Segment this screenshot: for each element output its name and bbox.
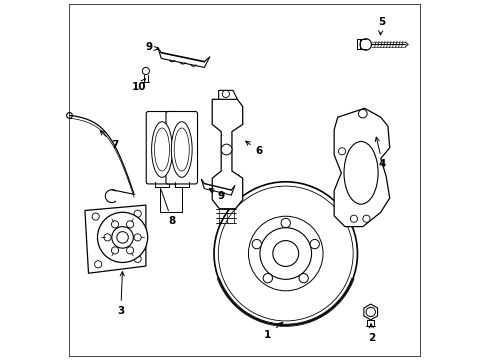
Circle shape <box>111 221 119 228</box>
Circle shape <box>92 213 99 220</box>
Text: 4: 4 <box>374 137 386 169</box>
Circle shape <box>94 261 102 268</box>
Polygon shape <box>363 304 377 320</box>
Text: 9: 9 <box>145 42 158 52</box>
Circle shape <box>214 182 357 325</box>
Ellipse shape <box>174 128 189 171</box>
Polygon shape <box>333 108 389 226</box>
Text: 6: 6 <box>245 141 262 156</box>
Circle shape <box>222 90 229 98</box>
Circle shape <box>366 307 375 317</box>
Ellipse shape <box>171 122 192 177</box>
Ellipse shape <box>151 122 172 177</box>
Text: 5: 5 <box>377 17 385 35</box>
FancyBboxPatch shape <box>165 112 197 184</box>
Circle shape <box>111 247 119 254</box>
Circle shape <box>134 234 141 241</box>
Circle shape <box>309 239 319 249</box>
Circle shape <box>263 274 272 283</box>
Circle shape <box>349 215 357 222</box>
Circle shape <box>252 239 261 249</box>
Ellipse shape <box>344 141 377 204</box>
Circle shape <box>142 67 149 75</box>
Circle shape <box>126 247 133 254</box>
Circle shape <box>358 109 366 118</box>
Polygon shape <box>85 205 145 273</box>
Circle shape <box>218 186 352 321</box>
Text: 10: 10 <box>131 79 145 92</box>
Ellipse shape <box>154 128 169 171</box>
Circle shape <box>281 219 290 228</box>
Text: 9: 9 <box>209 189 224 201</box>
Circle shape <box>112 226 133 248</box>
Polygon shape <box>218 90 237 99</box>
Circle shape <box>362 215 369 222</box>
Text: 3: 3 <box>117 272 124 316</box>
Circle shape <box>298 274 308 283</box>
Circle shape <box>126 221 133 228</box>
Circle shape <box>221 144 231 155</box>
Text: 1: 1 <box>264 322 282 340</box>
Text: 2: 2 <box>367 324 375 343</box>
Circle shape <box>117 231 128 243</box>
Text: 7: 7 <box>100 131 118 150</box>
Circle shape <box>359 39 371 50</box>
Circle shape <box>66 113 72 118</box>
Circle shape <box>104 234 111 241</box>
Circle shape <box>248 216 323 291</box>
Circle shape <box>134 255 141 262</box>
FancyBboxPatch shape <box>146 112 178 184</box>
Polygon shape <box>212 99 242 209</box>
Circle shape <box>134 210 141 217</box>
Circle shape <box>338 148 345 155</box>
Text: 8: 8 <box>161 190 175 226</box>
Circle shape <box>260 228 311 279</box>
Circle shape <box>272 240 298 266</box>
Circle shape <box>97 212 147 262</box>
